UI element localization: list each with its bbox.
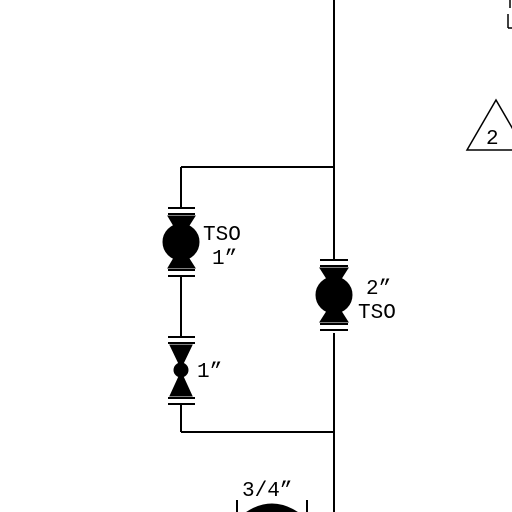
globe-valve-icon[interactable]: [168, 336, 195, 405]
revision-triangle-icon: 2: [465, 98, 512, 151]
ball-valve-icon[interactable]: [162, 207, 200, 277]
revision-number: 2: [486, 128, 499, 151]
ball-valve-icon[interactable]: [315, 259, 353, 331]
tso-upper-tag: TSO: [203, 224, 241, 247]
main-tag: TSO: [358, 302, 396, 325]
cutoff-marks: [507, 0, 512, 29]
valve-small-size: 1”: [197, 361, 222, 384]
bottom-size: 3/4”: [242, 480, 292, 503]
pipe-network: [180, 0, 335, 512]
main-size: 2”: [366, 278, 391, 301]
tso-upper-size: 1”: [212, 248, 237, 271]
